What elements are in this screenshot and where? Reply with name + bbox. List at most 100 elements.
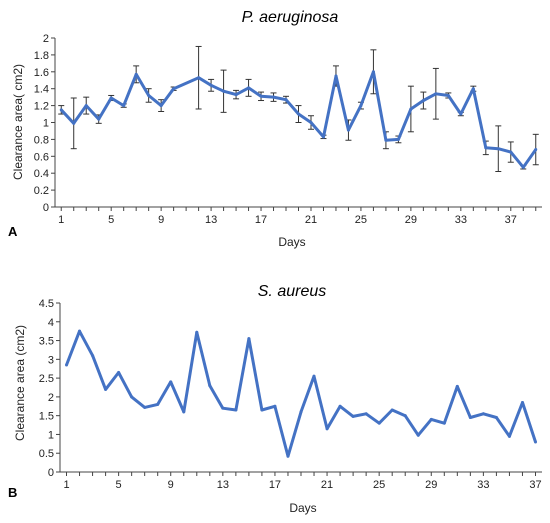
panel-a-x-tick-label: 17 [255, 214, 267, 226]
panel-a-data-point [72, 121, 76, 125]
panel-b-y-tick-label: 1.5 [39, 411, 54, 423]
panel-a-data-point [197, 76, 201, 80]
panel-b-data-point [416, 433, 420, 437]
panel-b-chart: S. aureus B Days Clearance area (cm2) 00… [8, 283, 542, 515]
panel-b-x-tick-label: 17 [269, 479, 281, 491]
panel-a-axes: 00.20.40.60.811.21.41.61.821 5 9 13 17 21 25 29… [34, 33, 542, 226]
panel-a-data-point [534, 148, 538, 152]
panel-b-label: B [8, 485, 17, 500]
panel-b-y-tick-label: 3.5 [39, 336, 54, 348]
panel-a-data-point [396, 137, 400, 141]
panel-a-x-tick-label: 37 [505, 214, 517, 226]
panel-a-data-point [159, 104, 163, 108]
panel-b-x-tick-label: 13 [217, 479, 229, 491]
panel-b-ylabel: Clearance area (cm2) [13, 325, 27, 441]
panel-b-data-point [520, 401, 524, 405]
panel-a-label: A [8, 224, 18, 239]
panel-a-data-point [371, 70, 375, 74]
panel-a-data-point [521, 165, 525, 169]
panel-a-data-point [259, 94, 263, 98]
panel-a-data-point [109, 96, 113, 100]
panel-b-data-point [273, 404, 277, 408]
panel-a-data-point [471, 87, 475, 91]
panel-b-data-point [130, 395, 134, 399]
panel-a-data-point [209, 83, 213, 87]
panel-a-x-tick-label: 13 [205, 214, 217, 226]
panel-b-x-tick-label: 25 [373, 479, 385, 491]
panel-b-data-point [403, 414, 407, 418]
panel-a-y-tick-label: 1.8 [34, 50, 49, 62]
panel-b-data-point [299, 410, 303, 414]
panel-b-data-point [442, 421, 446, 425]
panel-a-x-tick-label: 1 [58, 214, 64, 226]
panel-a-x-tick-label: 33 [455, 214, 467, 226]
panel-a-data-point [59, 108, 63, 112]
panel-a-data-point [134, 72, 138, 76]
panel-b-data-point [533, 440, 537, 444]
panel-a-x-tick-label: 25 [355, 214, 367, 226]
panel-a-y-tick-label: 1.6 [34, 67, 49, 79]
panel-b-x-tick-label: 21 [321, 479, 333, 491]
panel-b-y-tick-label: 1 [48, 429, 54, 441]
panel-a-data-point [222, 89, 226, 93]
panel-a-data-point [234, 93, 238, 97]
panel-b-data-point [390, 408, 394, 412]
panel-a-data-point [509, 150, 513, 154]
panel-a-data-point [484, 146, 488, 150]
panel-b-data-point [221, 406, 225, 410]
panel-b-data-point [468, 416, 472, 420]
panel-a-data-point [122, 104, 126, 108]
panel-a-data-point [359, 104, 363, 108]
panel-a-chart: P. aeruginosa A Days Clearance area( cm2… [8, 9, 542, 249]
panel-b-x-tick-label: 9 [168, 479, 174, 491]
panel-a-data-point [384, 138, 388, 142]
panel-a-data-point [421, 99, 425, 103]
panel-b-y-tick-label: 2.5 [39, 373, 54, 385]
panel-b-x-tick-label: 5 [116, 479, 122, 491]
panel-b-y-tick-label: 4 [48, 317, 54, 329]
panel-b-data-point [338, 404, 342, 408]
panel-a-x-tick-label: 21 [305, 214, 317, 226]
panel-b-x-tick-label: 33 [477, 479, 489, 491]
panel-a-data-point [97, 117, 101, 121]
panel-b-data-point [481, 412, 485, 416]
panel-b-data-point [351, 414, 355, 418]
panel-a-title: P. aeruginosa [242, 9, 339, 26]
panel-b-axes: 0 0.5 1 1.5 2 2.5 3 3.5 4 4.5 1 5 9 13 17 21 25 29 33 37 [39, 298, 542, 491]
panel-a-data-point [321, 135, 325, 139]
panel-b-data-point [429, 417, 433, 421]
panel-a-data-point [434, 92, 438, 96]
panel-b-series [65, 329, 537, 458]
panel-a-data-point [297, 112, 300, 116]
panel-a-x-tick-label: 5 [108, 214, 114, 226]
panel-b-series-line [65, 329, 537, 458]
panel-b-data-point [182, 410, 186, 414]
panel-b-data-point [377, 421, 381, 425]
panel-b-data-point [364, 412, 368, 416]
panel-a-data-point [272, 95, 276, 99]
panel-b-data-point [247, 337, 251, 341]
panel-a-series-line [60, 70, 538, 169]
panel-b-data-point [286, 454, 290, 458]
panel-b-x-tick-label: 29 [425, 479, 437, 491]
panel-b-data-point [208, 384, 212, 388]
panel-a-series [59, 70, 538, 169]
panel-b-data-point [104, 387, 108, 391]
panel-a-data-point [409, 107, 413, 111]
panel-a-data-point [459, 112, 463, 116]
panel-a-data-point [284, 98, 288, 102]
panel-b-data-point [91, 354, 95, 358]
panel-a-y-tick-label: 2 [43, 33, 49, 45]
panel-b-data-point [143, 405, 147, 409]
panel-a-data-point [84, 104, 88, 108]
panel-b-data-point [325, 427, 329, 431]
panel-a-ylabel: Clearance area( cm2) [11, 64, 25, 180]
panel-b-data-point [78, 329, 82, 333]
panel-b-data-point [65, 363, 69, 367]
panel-a-data-point [496, 147, 500, 151]
panel-a-y-tick-label: 1.4 [34, 84, 49, 96]
panel-b-data-point [234, 408, 238, 412]
panel-b-y-tick-label: 0.5 [39, 448, 54, 460]
panel-a-data-point [446, 93, 450, 97]
